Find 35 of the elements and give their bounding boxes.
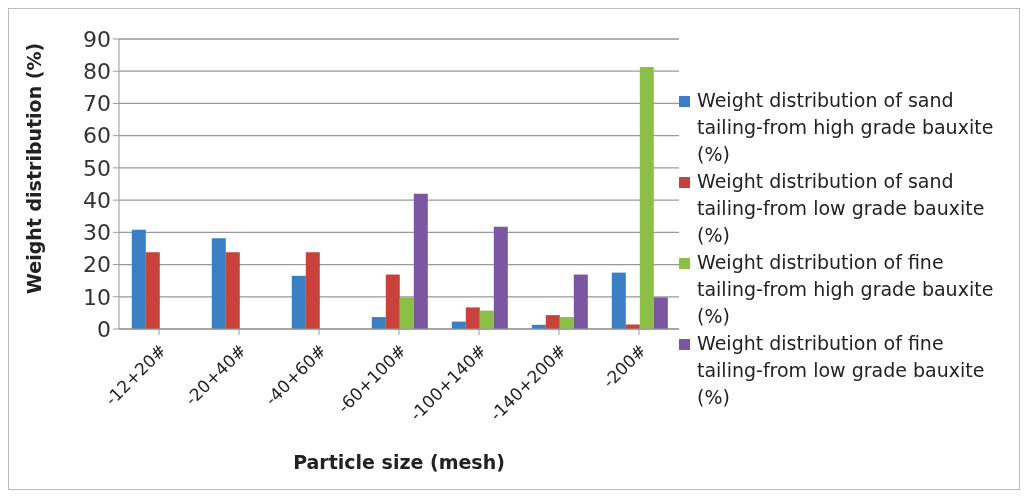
- bar: [479, 310, 494, 329]
- y-tick-label: 40: [83, 187, 111, 213]
- bar: [131, 229, 146, 329]
- bar: [145, 252, 160, 329]
- bar: [371, 317, 386, 329]
- bar: [225, 252, 240, 329]
- x-axis-title: Particle size (mesh): [293, 451, 505, 473]
- bar: [493, 226, 508, 329]
- legend-label: Weight distribution of sand tailing-from high grade bauxite (%): [697, 88, 995, 167]
- bar: [573, 274, 588, 329]
- bar: [211, 238, 226, 329]
- y-tick-label: 90: [83, 26, 111, 52]
- legend-label: Weight distribution of sand tailing-from low grade bauxite (%): [697, 169, 986, 248]
- legend-label: Weight distribution of fine tailing-from low grade bauxite (%): [697, 331, 986, 410]
- bar: [653, 297, 668, 329]
- y-tick-label: 0: [97, 316, 111, 342]
- bar: [399, 297, 414, 329]
- y-tick-label: 80: [83, 59, 111, 85]
- bar: [465, 307, 480, 329]
- bar: [559, 317, 574, 329]
- y-tick-label: 10: [83, 284, 111, 310]
- bar: [385, 274, 400, 329]
- bar: [611, 272, 626, 329]
- bar: [413, 193, 428, 329]
- bar: [291, 275, 306, 329]
- bar: [639, 67, 654, 329]
- bar: [305, 252, 320, 329]
- y-tick-label: 30: [83, 220, 111, 246]
- y-tick-label: 20: [83, 252, 111, 278]
- bar: [545, 315, 560, 329]
- y-tick-label: 70: [83, 91, 111, 117]
- y-tick-label: 60: [83, 123, 111, 149]
- legend-label: Weight distribution of fine tailing-from high grade bauxite (%): [697, 250, 995, 329]
- y-axis-title: Weight distribution (%): [22, 42, 45, 294]
- y-tick-label: 50: [83, 155, 111, 181]
